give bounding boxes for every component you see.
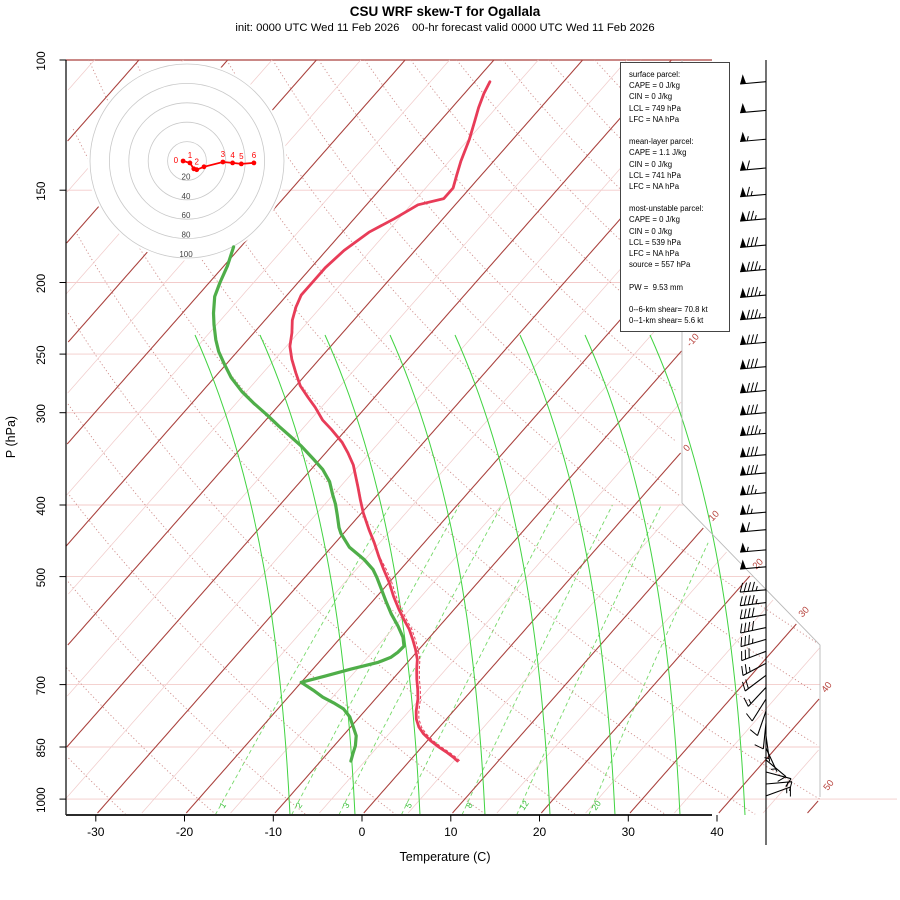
parcel-info-line: CIN = 0 J/kg [629,226,673,236]
parcel-info-line [629,293,729,304]
mixing-ratio-labels: 1 2 3 5 8 12 20 [217,798,603,812]
pressure-tick-label: 400 [36,496,48,515]
mixing-ratio-label: 1 [217,800,228,810]
hodograph-km-label: 0 [174,156,179,165]
temp-tick-label: -20 [176,825,194,839]
pressure-tick-label: 150 [36,182,48,201]
isotherm-label: -10 [684,332,701,350]
parcel-section-title: mean-layer parcel: [629,137,694,147]
hodograph-km-label: 6 [252,151,257,160]
isotherm-label: 30 [797,605,812,620]
hodograph-ring [109,83,265,239]
y-axis-label: P (hPa) [4,416,18,458]
pw-line: PW = 9.53 mm [629,282,683,292]
hodograph-point [194,167,200,173]
isotherm-label: 0 [681,443,693,454]
temp-tick-label: 30 [622,825,636,839]
hodograph-km-label: 4 [230,151,235,160]
parcel-info-line: LFC = NA hPa [629,114,680,124]
wind-barbs [739,60,793,845]
mixing-ratio-label: 5 [403,800,414,810]
hodograph-ring [147,121,227,201]
isotherm-label: 10 [707,509,722,524]
hodograph-km-label: 3 [221,150,226,159]
hodograph-background [87,61,287,261]
parcel-info-line: LCL = 741 hPa [629,170,681,180]
hodograph-point [201,164,207,170]
hodograph-point [230,160,236,166]
hodograph-point [187,160,193,166]
isotherm-label: 20 [751,557,766,572]
mixing-ratio-label: 20 [589,798,603,812]
hodograph-km-label: 2 [194,158,199,167]
shear-line: 0--6-km shear= 70.8 kt [629,304,708,314]
parcel-info-line: LFC = NA hPa [629,249,680,258]
hodograph-point [180,158,186,164]
parcel-info-box: surface parcel: CAPE = 0 J/kg CIN = 0 J/kg… [620,62,730,332]
mixing-ratio-label: 3 [341,800,352,810]
pressure-tick-label: 250 [36,346,48,365]
temp-tick-label: 20 [533,825,547,839]
hodograph-ring-label: 100 [179,250,193,259]
hodograph-km-label: 5 [239,152,244,161]
pressure-tick-label: 1000 [36,787,48,813]
hodograph-point [238,161,244,167]
hodograph-km-label: 1 [188,151,193,160]
hodograph-ring-label: 40 [182,192,191,201]
temp-tick-label: 0 [359,825,366,839]
parcel-info-line [629,125,729,136]
parcel-info-line: CAPE = 1.1 J/kg [629,148,687,158]
hodograph-point [220,159,226,165]
parcel-info-line: CIN = 0 J/kg [629,159,673,169]
parcel-info-line: CAPE = 0 J/kg [629,215,680,225]
pressure-tick-label: 850 [36,738,48,757]
hodograph-ring-label: 80 [182,231,191,240]
temp-tick-label: 40 [710,825,724,839]
mixing-ratio-label: 12 [517,798,531,812]
hodograph-ring [167,141,207,181]
hodograph-ring [128,102,246,220]
pressure-tick-label: 500 [36,568,48,587]
hodograph-ring-label: 20 [182,172,191,181]
parcel-section-title: most-unstable parcel: [629,204,704,214]
temp-tick-label: -30 [87,825,105,839]
parcel-info-line [629,270,729,281]
hodograph-trace: 012 3 4 5 6 [174,150,257,173]
parcel-info-line: LFC = NA hPa [629,181,680,191]
mixing-ratio-label: 8 [464,800,475,810]
parcel-info-line: CAPE = 0 J/kg [629,81,680,91]
pressure-tick-label: 200 [36,274,48,293]
shear-line: 0--1-km shear= 5.6 kt [629,316,704,326]
hodograph-point [251,160,257,166]
x-axis-label: Temperature (C) [400,850,491,864]
temp-tick-label: 10 [444,825,458,839]
hodograph-ring-label: 60 [182,211,191,220]
parcel-section-title: surface parcel: [629,70,681,79]
dewpoint-curve [211,245,406,763]
isotherm-label: 50 [821,778,836,793]
isotherm-label: 40 [819,680,834,695]
hodograph-ring [89,63,285,259]
pressure-tick-label: 700 [36,676,48,695]
pressure-tick-label: 100 [36,51,48,70]
mixing-ratio-lines [214,504,709,816]
mixing-ratio-label: 2 [293,800,304,810]
pressure-tick-label: 300 [36,404,48,423]
parcel-info-line: LCL = 539 hPa [629,237,681,247]
isotherm-edge-labels: -10 0 10 20 30 40 50 [681,332,836,793]
parcel-info-line: CIN = 0 J/kg [629,92,673,102]
parcel-info-line [629,192,729,203]
temperature-curve [288,80,492,763]
temp-tick-label: -10 [265,825,283,839]
parcel-info-line: LCL = 749 hPa [629,103,681,113]
moist-adiabats [194,334,746,816]
parcel-info-line: source = 557 hPa [629,260,691,270]
